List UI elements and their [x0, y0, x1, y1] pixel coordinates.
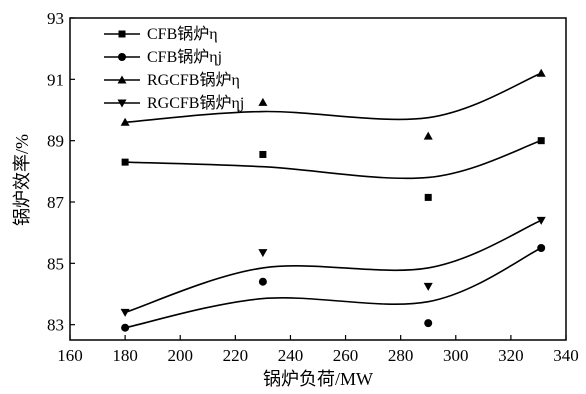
series-2-point — [537, 244, 546, 252]
x-tick-label: 240 — [278, 346, 304, 365]
series-1-point — [424, 193, 432, 201]
y-tick-label: 83 — [47, 316, 64, 335]
x-tick-label: 180 — [112, 346, 138, 365]
legend-label: CFB锅炉ηj — [147, 48, 222, 66]
series-4-curve — [124, 219, 542, 314]
x-tick-label: 280 — [388, 346, 414, 365]
series-layer — [120, 68, 546, 332]
legend-item-1: CFB锅炉η — [104, 25, 218, 43]
x-axis-title: 锅炉负荷/MW — [263, 369, 373, 389]
x-tick-label: 160 — [57, 346, 83, 365]
series-3-point — [120, 117, 130, 126]
ticks-layer: 160 180 200 220 240 260 280 300 320 340 83 85 87 89 91… — [47, 9, 579, 365]
y-tick-label: 91 — [47, 70, 64, 89]
series-1-point — [121, 158, 129, 166]
y-tick-label: 93 — [47, 9, 64, 28]
series-3-point — [423, 131, 433, 140]
series-1-point — [259, 150, 267, 158]
series-3-point — [536, 68, 546, 77]
legend-item-3: RGCFB锅炉η — [104, 71, 240, 89]
series-4-point — [423, 282, 433, 291]
legend-label: RGCFB锅炉ηj — [147, 94, 244, 112]
x-tick-label: 320 — [498, 346, 524, 365]
series-3-curve — [125, 72, 542, 124]
series-1-curve — [125, 139, 542, 180]
y-tick-label: 85 — [47, 254, 64, 273]
series-4-point — [258, 249, 268, 258]
series-4 — [120, 216, 546, 317]
legend-item-2: CFB锅炉ηj — [104, 48, 222, 66]
x-tick-label: 340 — [553, 346, 579, 365]
legend-label: CFB锅炉η — [147, 25, 218, 43]
plot-frame — [69, 17, 567, 341]
series-2-point — [121, 323, 130, 332]
series-2 — [121, 244, 546, 332]
y-tick-label: 89 — [47, 132, 64, 151]
series-1-point — [537, 137, 545, 145]
legend-swatch-marker — [117, 99, 127, 108]
x-tick-label: 260 — [333, 346, 359, 365]
x-tick-label: 200 — [167, 346, 193, 365]
series-3 — [120, 68, 546, 140]
series-2-point — [258, 277, 267, 286]
x-tick-label: 300 — [443, 346, 469, 365]
legend-swatch-marker — [118, 53, 126, 61]
legend: CFB锅炉η CFB锅炉ηj RGCFB锅炉η RGCFB锅炉ηj — [104, 25, 244, 112]
legend-swatch-marker — [117, 75, 127, 84]
legend-item-4: RGCFB锅炉ηj — [104, 94, 244, 112]
y-tick-label: 87 — [47, 193, 65, 212]
x-tick-label: 220 — [223, 346, 249, 365]
y-axis-title: 锅炉效率/% — [12, 134, 32, 226]
legend-swatch-marker — [118, 30, 126, 38]
series-2-curve — [124, 247, 542, 329]
series-4-point — [120, 308, 130, 317]
series-2-point — [424, 319, 433, 328]
series-4-point — [536, 216, 546, 225]
series-3-point — [258, 97, 268, 106]
series-1 — [121, 137, 545, 201]
legend-label: RGCFB锅炉η — [147, 71, 240, 89]
